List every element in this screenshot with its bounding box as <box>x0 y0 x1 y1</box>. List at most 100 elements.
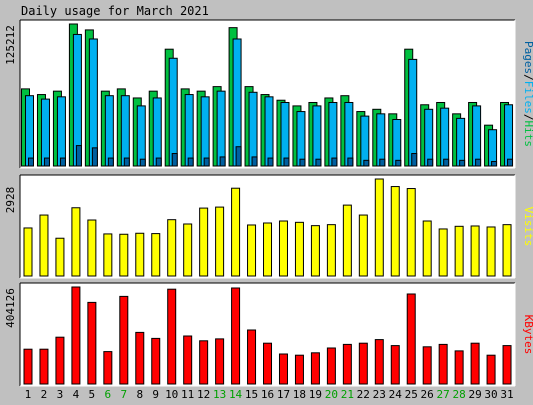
pages-bar-26-fill <box>427 158 434 167</box>
kbytes-bar-1-fill <box>23 348 33 385</box>
files-bar-13-fill <box>216 90 226 167</box>
files-bar-17 <box>280 101 290 167</box>
pages-bar-2 <box>43 157 50 167</box>
visits-bar-22-fill <box>358 214 368 277</box>
visits-bar-20-fill <box>326 224 336 277</box>
pages-bar-10-fill <box>171 153 178 167</box>
x-tick-label-19: 19 <box>309 388 322 401</box>
files-bar-31-fill <box>504 104 514 167</box>
pages-bar-14-fill <box>235 146 242 167</box>
files-bar-30 <box>488 129 498 167</box>
visits-bar-8 <box>135 232 145 277</box>
visits-bar-8-fill <box>135 232 145 277</box>
files-bar-1-fill <box>25 95 34 167</box>
x-tick-label-9: 9 <box>152 388 159 401</box>
visits-bar-18-fill <box>294 221 304 277</box>
pages-bar-8-fill <box>139 158 146 167</box>
pages-bar-7 <box>123 157 130 167</box>
x-tick-label-1: 1 <box>25 388 32 401</box>
visits-bar-14-fill <box>231 187 241 277</box>
files-bar-23-fill <box>376 113 386 167</box>
x-tick-label-26: 26 <box>421 388 434 401</box>
kbytes-bar-21 <box>342 343 352 385</box>
files-bar-15 <box>248 91 258 167</box>
visits-bar-17 <box>278 220 288 277</box>
visits-bar-9-fill <box>151 233 161 277</box>
visits-bar-2 <box>39 214 49 277</box>
pages-bar-6 <box>107 157 114 167</box>
pages-bar-30 <box>491 160 498 167</box>
pages-bar-30-fill <box>491 160 498 167</box>
visits-bar-7-fill <box>119 233 129 277</box>
panel-kbytes-ymax-label: 404126 <box>4 288 17 328</box>
visits-bar-13-fill <box>215 206 225 277</box>
files-bar-18 <box>296 111 306 167</box>
pages-bar-27-fill <box>443 158 450 167</box>
files-bar-2 <box>40 98 50 167</box>
pages-bar-6-fill <box>107 157 114 167</box>
kbytes-bar-31-fill <box>502 345 512 385</box>
kbytes-bar-16 <box>263 342 273 385</box>
x-tick-label-15: 15 <box>245 388 258 401</box>
files-bar-30-fill <box>488 129 498 167</box>
visits-bar-2-fill <box>39 214 49 277</box>
files-bar-5 <box>88 38 98 167</box>
files-bar-11-fill <box>184 94 194 167</box>
panel-hits-side-label: Pages/Files/Hits <box>522 41 533 147</box>
kbytes-bar-3 <box>55 336 65 385</box>
files-bar-25 <box>408 58 418 167</box>
visits-bar-12 <box>199 207 209 277</box>
visits-bar-6 <box>103 233 113 277</box>
kbytes-bar-9 <box>151 337 161 385</box>
panel-hits-side-label-part: Files <box>522 81 533 114</box>
files-bar-20-fill <box>328 101 338 167</box>
pages-bar-25-fill <box>411 153 418 167</box>
x-tick-label-23: 23 <box>373 388 386 401</box>
pages-bar-2-fill <box>43 157 50 167</box>
x-tick-label-4: 4 <box>73 388 80 401</box>
files-bar-24 <box>392 119 402 167</box>
kbytes-bar-2 <box>39 348 49 385</box>
files-bar-10 <box>168 57 178 167</box>
kbytes-bar-20-fill <box>326 347 336 385</box>
kbytes-bar-28 <box>454 350 464 385</box>
files-bar-7-fill <box>120 95 130 167</box>
visits-bar-15-fill <box>247 224 257 277</box>
visits-bar-17-fill <box>278 220 288 277</box>
visits-bar-1 <box>23 227 33 277</box>
panel-visits-side-label: Visits <box>522 207 533 247</box>
pages-bar-9 <box>155 157 162 167</box>
files-bar-26 <box>424 108 434 167</box>
visits-bar-10 <box>167 219 177 277</box>
kbytes-bar-6-fill <box>103 351 113 385</box>
kbytes-bar-16-fill <box>263 342 273 385</box>
x-tick-label-22: 22 <box>357 388 370 401</box>
pages-bar-7-fill <box>123 157 130 167</box>
pages-bar-13-fill <box>219 156 226 167</box>
pages-bar-8 <box>139 158 146 167</box>
kbytes-bar-13-fill <box>215 338 225 385</box>
kbytes-bar-12-fill <box>199 340 209 385</box>
files-bar-5-fill <box>88 38 98 167</box>
visits-bar-10-fill <box>167 219 177 277</box>
visits-bar-28 <box>454 225 464 277</box>
files-bar-31 <box>504 104 514 167</box>
x-tick-label-21: 21 <box>341 388 354 401</box>
pages-bar-3 <box>59 157 66 167</box>
pages-bar-28-fill <box>459 159 466 167</box>
visits-bar-7 <box>119 233 129 277</box>
files-bar-19-fill <box>312 105 322 167</box>
files-bar-16 <box>264 96 274 167</box>
kbytes-bar-23-fill <box>374 339 384 385</box>
pages-bar-18 <box>299 158 306 167</box>
kbytes-bar-4 <box>71 286 81 385</box>
visits-bar-9 <box>151 233 161 277</box>
x-tick-label-17: 17 <box>277 388 290 401</box>
visits-bar-25-fill <box>406 188 416 277</box>
files-bar-19 <box>312 105 322 167</box>
pages-bar-15-fill <box>251 156 258 167</box>
pages-bar-12 <box>203 157 210 167</box>
x-tick-label-18: 18 <box>293 388 306 401</box>
x-tick-label-31: 31 <box>500 388 513 401</box>
